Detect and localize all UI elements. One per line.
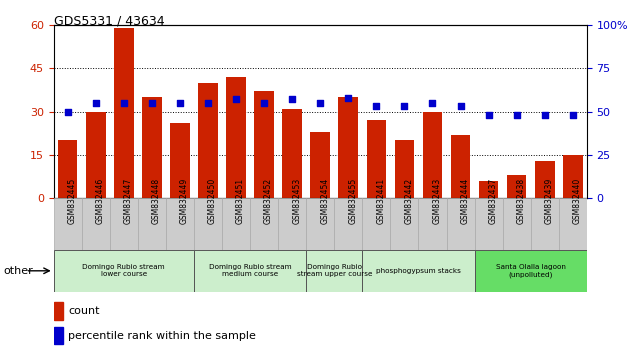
FancyBboxPatch shape: [475, 198, 503, 250]
Text: GSM832451: GSM832451: [236, 178, 245, 224]
Bar: [535, 161, 555, 198]
FancyBboxPatch shape: [334, 198, 362, 250]
FancyBboxPatch shape: [110, 198, 138, 250]
Point: [119, 100, 129, 106]
Text: GDS5331 / 43634: GDS5331 / 43634: [54, 14, 164, 27]
Point: [568, 112, 578, 118]
Text: GSM832442: GSM832442: [404, 178, 413, 224]
Point: [91, 100, 101, 106]
Bar: [507, 175, 526, 198]
Text: Domingo Rubio stream
lower course: Domingo Rubio stream lower course: [83, 264, 165, 277]
FancyBboxPatch shape: [503, 198, 531, 250]
Text: Domingo Rubio
stream upper course: Domingo Rubio stream upper course: [297, 264, 372, 277]
Bar: [310, 132, 330, 198]
Point: [456, 103, 466, 109]
Bar: [479, 181, 498, 198]
Text: GSM832441: GSM832441: [376, 178, 386, 224]
Text: GSM832439: GSM832439: [545, 178, 554, 224]
Text: GSM832453: GSM832453: [292, 178, 301, 224]
FancyBboxPatch shape: [166, 198, 194, 250]
Text: phosphogypsum stacks: phosphogypsum stacks: [376, 268, 461, 274]
Bar: [282, 109, 302, 198]
Point: [483, 112, 493, 118]
Text: GSM832452: GSM832452: [264, 178, 273, 224]
Text: percentile rank within the sample: percentile rank within the sample: [68, 331, 256, 341]
Text: GSM832448: GSM832448: [152, 178, 161, 224]
Bar: [367, 120, 386, 198]
Text: Domingo Rubio stream
medium course: Domingo Rubio stream medium course: [209, 264, 292, 277]
Bar: [254, 91, 274, 198]
FancyBboxPatch shape: [54, 198, 81, 250]
Text: GSM832444: GSM832444: [461, 178, 469, 224]
Bar: [114, 28, 134, 198]
Bar: [86, 112, 105, 198]
Point: [371, 103, 381, 109]
Bar: [58, 141, 78, 198]
Text: GSM832443: GSM832443: [432, 178, 442, 224]
Point: [62, 109, 73, 114]
Point: [203, 100, 213, 106]
FancyBboxPatch shape: [138, 198, 166, 250]
FancyBboxPatch shape: [54, 250, 194, 292]
FancyBboxPatch shape: [447, 198, 475, 250]
Point: [175, 100, 185, 106]
FancyBboxPatch shape: [559, 198, 587, 250]
Bar: [563, 155, 582, 198]
Bar: [394, 141, 414, 198]
Text: GSM832455: GSM832455: [348, 178, 357, 224]
Text: GSM832438: GSM832438: [517, 178, 526, 224]
Bar: [227, 77, 246, 198]
FancyBboxPatch shape: [81, 198, 110, 250]
Bar: [170, 123, 190, 198]
Bar: [142, 97, 162, 198]
Bar: [451, 135, 470, 198]
FancyBboxPatch shape: [362, 198, 391, 250]
FancyBboxPatch shape: [362, 250, 475, 292]
Point: [343, 95, 353, 101]
Bar: [423, 112, 442, 198]
Point: [287, 97, 297, 102]
Point: [540, 112, 550, 118]
Text: GSM832450: GSM832450: [208, 178, 217, 224]
Text: other: other: [3, 266, 33, 276]
FancyBboxPatch shape: [475, 250, 587, 292]
Bar: [338, 97, 358, 198]
Text: GSM832449: GSM832449: [180, 178, 189, 224]
FancyBboxPatch shape: [306, 250, 362, 292]
Text: GSM832454: GSM832454: [321, 178, 329, 224]
FancyBboxPatch shape: [222, 198, 250, 250]
Bar: [54, 302, 63, 320]
FancyBboxPatch shape: [278, 198, 306, 250]
Text: GSM832437: GSM832437: [488, 178, 498, 224]
FancyBboxPatch shape: [194, 250, 306, 292]
Bar: [198, 82, 218, 198]
Point: [147, 100, 157, 106]
FancyBboxPatch shape: [250, 198, 278, 250]
Point: [259, 100, 269, 106]
FancyBboxPatch shape: [531, 198, 559, 250]
Point: [316, 100, 326, 106]
Point: [231, 97, 241, 102]
FancyBboxPatch shape: [391, 198, 418, 250]
Bar: [54, 327, 63, 344]
FancyBboxPatch shape: [418, 198, 447, 250]
Text: GSM832447: GSM832447: [124, 178, 133, 224]
Text: GSM832445: GSM832445: [68, 178, 76, 224]
Text: GSM832440: GSM832440: [573, 178, 582, 224]
Text: Santa Olalla lagoon
(unpolluted): Santa Olalla lagoon (unpolluted): [496, 264, 565, 278]
Text: GSM832446: GSM832446: [96, 178, 105, 224]
Point: [399, 103, 410, 109]
FancyBboxPatch shape: [194, 198, 222, 250]
Point: [427, 100, 437, 106]
Text: count: count: [68, 306, 100, 316]
FancyBboxPatch shape: [306, 198, 334, 250]
Point: [512, 112, 522, 118]
